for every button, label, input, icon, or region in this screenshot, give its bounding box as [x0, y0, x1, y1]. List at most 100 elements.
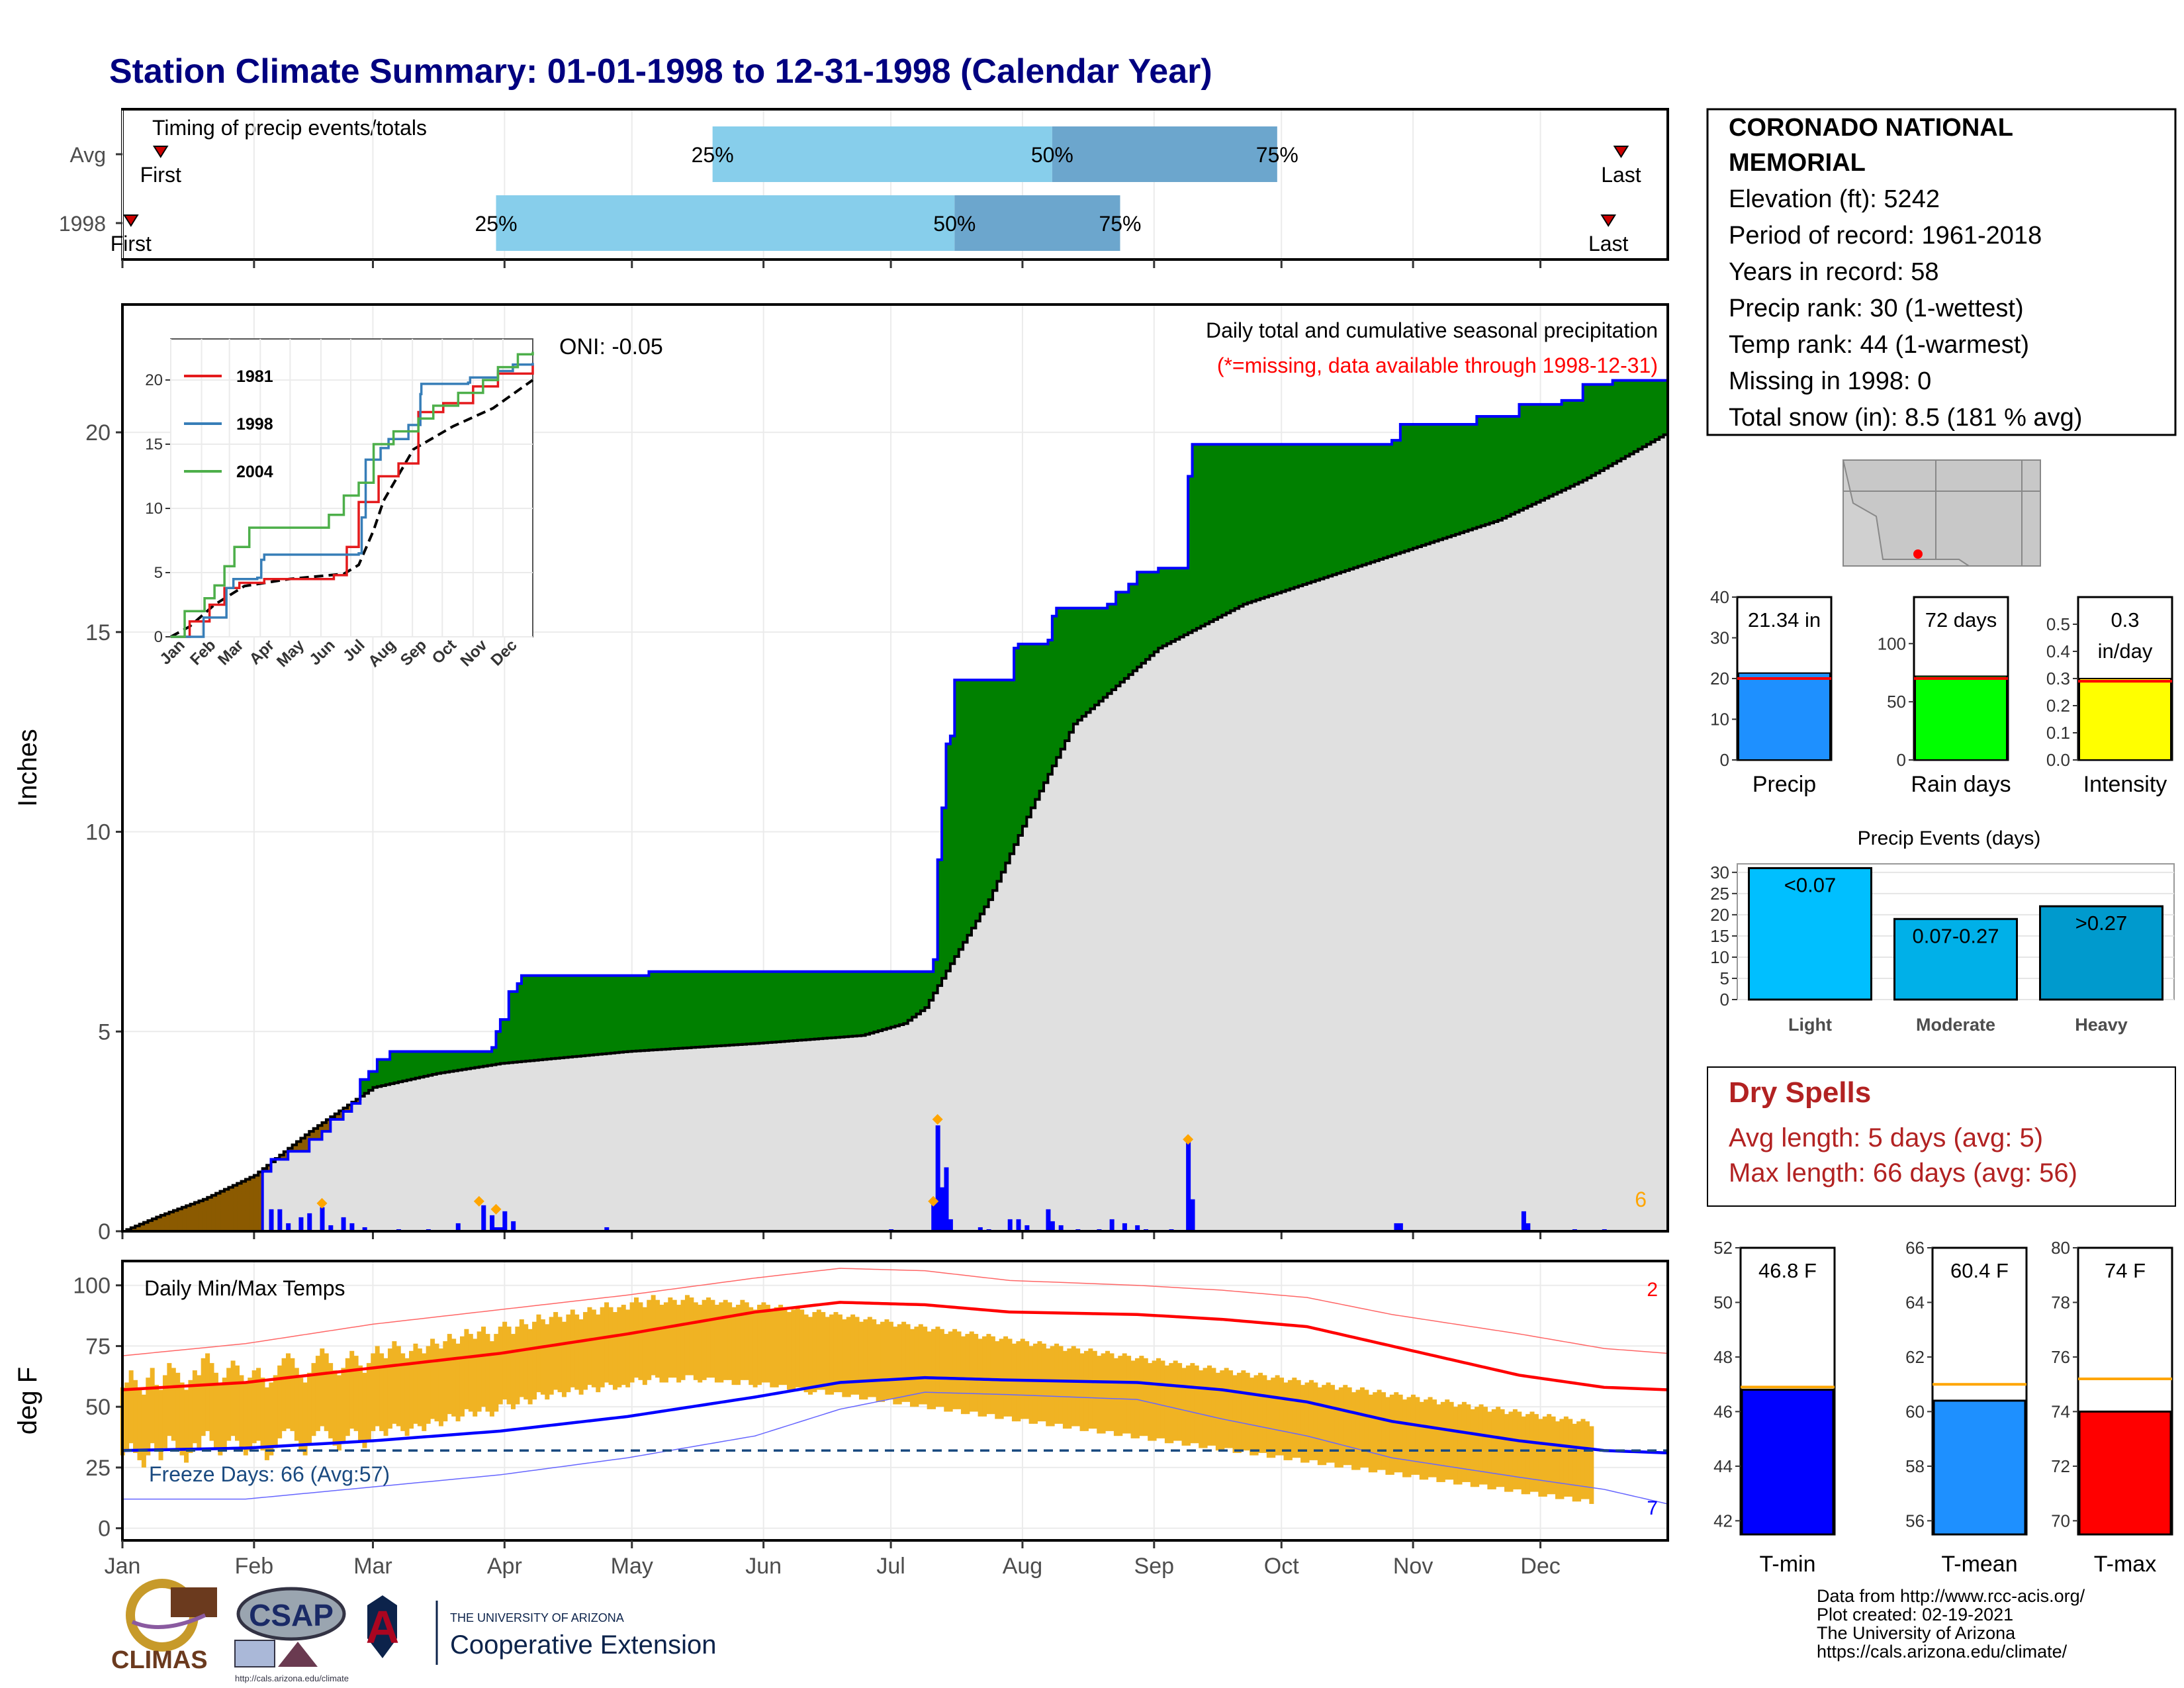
- daily-temp-bar-249: [1173, 1360, 1178, 1441]
- temp-summary-ytick-label-0-2: 46: [1713, 1401, 1733, 1421]
- daily-temp-bar-93: [510, 1334, 516, 1409]
- daily-temp-bar-241: [1139, 1356, 1144, 1436]
- events-ytick-label-0: 0: [1720, 990, 1729, 1009]
- daily-precip-bar-0: [269, 1209, 274, 1231]
- daily-temp-bar-77: [443, 1341, 448, 1422]
- daily-temp-bar-272: [1271, 1378, 1276, 1458]
- observed-cumulative-line: [122, 379, 1669, 1233]
- daily-temp-bar-119: [621, 1305, 626, 1385]
- daily-precip-marker-5: [1183, 1134, 1194, 1145]
- station-name-line1: CORONADO NATIONAL: [1729, 114, 2013, 142]
- daily-temp-bar-48: [320, 1348, 325, 1427]
- temp-summary-value-label-0: 46.8 F: [1758, 1259, 1817, 1282]
- daily-temp-bar-294: [1364, 1389, 1369, 1468]
- daily-temp-bar-145: [731, 1307, 737, 1385]
- events-category-label-Light: Light: [1788, 1015, 1832, 1035]
- daily-temp-bar-28: [235, 1365, 240, 1441]
- daily-temp-bar-202: [974, 1334, 979, 1412]
- daily-temp-bar-42: [294, 1368, 299, 1441]
- daily-temp-bar-61: [375, 1346, 380, 1427]
- daily-precip-bar-28: [1007, 1219, 1013, 1231]
- daily-temp-bar-221: [1054, 1343, 1060, 1424]
- daily-temp-bar-260: [1220, 1370, 1225, 1451]
- temp-summary-category-label-T-min: T-min: [1760, 1552, 1816, 1577]
- daily-precip-marker-1: [473, 1196, 484, 1207]
- daily-temp-bar-74: [430, 1338, 435, 1419]
- temp-summary-ytick-label-1-4: 64: [1905, 1292, 1925, 1312]
- station-info-line-2: Years in record: 58: [1729, 258, 1939, 286]
- daily-temp-bar-162: [803, 1314, 809, 1393]
- daily-precip-bar-25: [948, 1219, 953, 1231]
- daily-temp-bar-172: [846, 1317, 851, 1397]
- daily-temp-bar-117: [612, 1312, 617, 1390]
- daily-temp-bar-21: [205, 1353, 210, 1431]
- daily-temp-bar-209: [1003, 1336, 1009, 1417]
- month-label-Feb: Feb: [235, 1554, 274, 1579]
- daily-temp-bar-166: [821, 1312, 826, 1390]
- timing-pct-label-1-0: 25%: [475, 212, 517, 236]
- temp-summary-ytick-label-1-1: 58: [1905, 1456, 1925, 1476]
- events-ytick-label-5: 25: [1710, 884, 1729, 904]
- month-label-Oct: Oct: [1264, 1554, 1299, 1579]
- daily-temp-bar-340: [1559, 1419, 1565, 1499]
- csap-logo: CSAP http://cals.arizona.edu/climate: [234, 1587, 349, 1683]
- events-value-label-0: <0.07: [1784, 873, 1836, 896]
- daily-temp-bar-253: [1190, 1363, 1195, 1444]
- daily-temp-bar-242: [1143, 1358, 1148, 1436]
- timing-title: Timing of precip events/totals: [152, 116, 427, 140]
- daily-temp-bar-82: [464, 1329, 469, 1409]
- daily-temp-bar-96: [523, 1324, 529, 1400]
- daily-temp-bar-297: [1377, 1389, 1382, 1470]
- summary-bar-Rain days: [1915, 675, 2007, 761]
- daily-temp-bar-107: [570, 1309, 575, 1387]
- daily-temp-bar-268: [1253, 1375, 1259, 1456]
- timing-last-label-1: Last: [1588, 232, 1629, 256]
- daily-temp-bar-80: [455, 1343, 461, 1422]
- daily-temp-bar-201: [969, 1331, 974, 1412]
- inset-legend-label-1981: 1981: [236, 367, 273, 386]
- daily-temp-bar-55: [349, 1350, 355, 1429]
- daily-temp-bar-230: [1092, 1350, 1097, 1429]
- station-info-frame: [1706, 108, 2177, 436]
- daily-precip-marker-3: [928, 1196, 939, 1207]
- daily-temp-bar-286: [1330, 1385, 1336, 1463]
- daily-temp-bar-233: [1105, 1350, 1111, 1431]
- daily-temp-bar-4: [133, 1380, 138, 1453]
- daily-temp-bar-54: [345, 1358, 350, 1436]
- climas-logo: CLIMAS: [111, 1579, 217, 1674]
- daily-temp-bar-34: [260, 1378, 265, 1451]
- daily-precip-marker-4: [932, 1114, 943, 1125]
- temp-frame: [121, 1260, 1669, 1542]
- summary-value-label-2-b: in/day: [2098, 639, 2153, 663]
- daily-temp-bar-114: [600, 1307, 605, 1387]
- daily-temp-bar-346: [1584, 1421, 1590, 1499]
- daily-temp-bar-163: [808, 1317, 813, 1395]
- ua-a-mark: A: [366, 1601, 400, 1653]
- daily-temp-bar-279: [1300, 1385, 1306, 1463]
- daily-precip-bar-42: [1190, 1199, 1195, 1231]
- daily-temp-bar-309: [1428, 1397, 1433, 1477]
- timing-q25-q50-0: [712, 126, 1052, 182]
- timing-pct-label-1-2: 75%: [1099, 212, 1141, 236]
- daily-temp-bar-155: [774, 1307, 779, 1387]
- temp-summary-ytick-label-2-0: 70: [2051, 1511, 2070, 1530]
- daily-temp-bar-164: [812, 1312, 817, 1393]
- normal-min-line: [122, 1376, 1668, 1455]
- daily-temp-bar-36: [269, 1382, 274, 1456]
- events-value-label-2: >0.27: [2075, 912, 2127, 935]
- daily-temp-bar-40: [285, 1353, 291, 1429]
- daily-temp-bar-283: [1317, 1387, 1322, 1466]
- daily-temp-bar-192: [931, 1329, 936, 1409]
- daily-precip-bar-23: [940, 1187, 945, 1231]
- daily-temp-bar-118: [617, 1307, 622, 1387]
- temp-ylabel: deg F: [13, 1367, 42, 1434]
- events-bar-Heavy: [2039, 905, 2163, 1001]
- daily-temp-bar-53: [341, 1368, 346, 1444]
- temp-corner-bottom: 7: [1647, 1497, 1658, 1519]
- daily-temp-bar-322: [1482, 1407, 1488, 1485]
- daily-temp-bar-136: [693, 1302, 698, 1380]
- daily-temp-bar-310: [1432, 1399, 1437, 1477]
- daily-temp-bar-123: [638, 1302, 643, 1380]
- daily-temp-bar-71: [417, 1348, 422, 1427]
- daily-precip-bar-1: [277, 1209, 283, 1231]
